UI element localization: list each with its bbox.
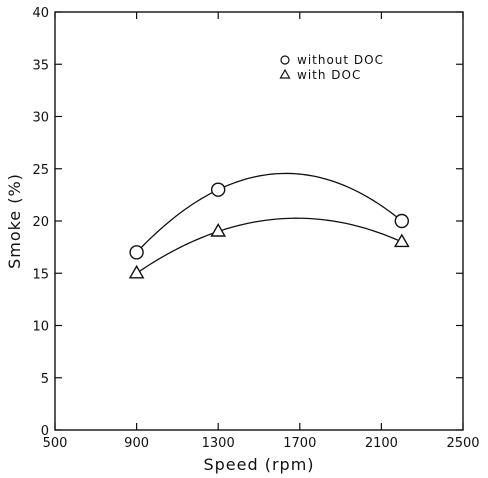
y-tick-label: 40 — [32, 6, 49, 21]
data-point-without-doc — [394, 213, 409, 229]
x-tick-label: 1300 — [202, 436, 235, 451]
x-tick-label: 900 — [124, 436, 149, 451]
legend-label-with-doc: with DOC — [297, 68, 361, 82]
legend-label-without-doc: without DOC — [297, 53, 384, 67]
legend-circle-marker — [280, 55, 290, 65]
y-tick-label: 20 — [32, 215, 49, 230]
y-tick-label: 5 — [41, 372, 49, 387]
x-axis-label: Speed (rpm) — [203, 455, 314, 474]
fit-curve-series-1 — [136, 217, 403, 274]
y-tick-label: 25 — [32, 163, 49, 178]
y-tick-label: 0 — [41, 424, 49, 439]
axis-ticks: 500 900 1300 1700 2100 2500 0 5 10 15 20 25 30 35 40 — [32, 6, 479, 451]
legend: without DOC with DOC — [279, 53, 384, 82]
legend-triangle-marker — [279, 68, 291, 79]
fit-curves — [136, 172, 403, 274]
x-tick-label: 2100 — [365, 436, 398, 451]
y-tick-label: 10 — [32, 320, 49, 335]
y-axis-label: Smoke (%) — [5, 173, 24, 269]
data-point-with-doc — [393, 233, 410, 248]
y-tick-label: 15 — [32, 267, 49, 282]
y-tick-label: 35 — [32, 58, 49, 73]
data-point-with-doc — [128, 264, 145, 279]
data-point-without-doc — [210, 182, 226, 197]
y-tick-label: 30 — [32, 111, 49, 126]
fit-curve-series-0 — [136, 172, 403, 253]
x-tick-label: 2500 — [446, 436, 479, 451]
x-tick-label: 500 — [43, 436, 68, 451]
data-markers — [128, 182, 410, 279]
x-tick-label: 1700 — [283, 436, 316, 451]
data-point-with-doc — [210, 223, 227, 237]
data-point-without-doc — [129, 245, 144, 260]
